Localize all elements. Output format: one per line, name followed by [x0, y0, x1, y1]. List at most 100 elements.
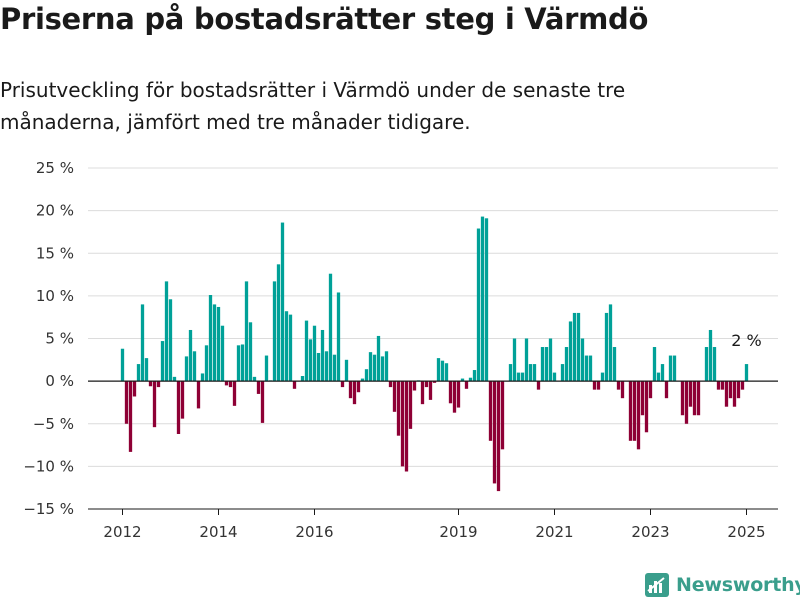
bar [260, 381, 265, 423]
bar [712, 347, 717, 382]
bar [648, 381, 653, 399]
bar [388, 381, 393, 388]
bar [608, 304, 613, 382]
bar [412, 381, 417, 391]
y-tick-label: 15 % [36, 244, 74, 262]
bar [256, 381, 261, 394]
y-tick-label: 10 % [36, 287, 74, 305]
bar [656, 372, 661, 382]
bar [420, 381, 425, 405]
bar [384, 351, 389, 382]
bar [364, 369, 369, 382]
bar [732, 381, 737, 407]
bar [140, 304, 145, 382]
bar [636, 381, 641, 450]
bar [152, 381, 157, 428]
bar [240, 344, 245, 382]
x-tick-label: 2025 [727, 523, 765, 541]
bar [216, 306, 221, 382]
bar [704, 347, 709, 382]
bar [480, 216, 485, 382]
bar [588, 355, 593, 382]
bar [736, 381, 741, 399]
bar [304, 320, 309, 382]
bar [508, 364, 513, 382]
bar [328, 273, 333, 382]
y-tick-label: −15 % [23, 500, 74, 518]
bar [200, 373, 205, 382]
bar [404, 381, 409, 472]
bar [188, 329, 193, 382]
bar [664, 381, 669, 399]
bar [424, 381, 429, 388]
x-tick-label: 2021 [535, 523, 573, 541]
bar [252, 376, 257, 382]
bar [688, 381, 693, 407]
bar [244, 281, 249, 382]
bar [236, 345, 241, 382]
bar [572, 312, 577, 382]
bar [716, 381, 721, 390]
bar [196, 381, 201, 409]
bar [336, 292, 341, 382]
bar [552, 372, 557, 382]
y-tick-label: 5 % [45, 330, 74, 348]
bar [220, 325, 225, 382]
bar [684, 381, 689, 424]
bar [564, 347, 569, 382]
bar [708, 329, 713, 382]
bar [428, 381, 433, 400]
bar [548, 338, 553, 382]
bar [372, 354, 377, 382]
x-tick-label: 2012 [103, 523, 141, 541]
bar [352, 381, 357, 405]
bar [532, 364, 537, 382]
bar [148, 381, 153, 387]
annotation-label: 2 % [731, 331, 761, 350]
bar [500, 381, 505, 450]
bar [288, 314, 293, 382]
bar [180, 381, 185, 419]
bar [132, 381, 137, 397]
bar [436, 358, 441, 382]
bar [380, 356, 385, 382]
chart-title: Priserna på bostadsrätter steg i Värmdö [0, 2, 649, 36]
bar [316, 352, 321, 382]
bar [208, 295, 213, 382]
bar [604, 312, 609, 382]
bar [356, 381, 361, 393]
bar [160, 341, 165, 382]
bar [536, 381, 541, 390]
bar [292, 381, 297, 389]
bar [444, 363, 449, 382]
bar [168, 299, 173, 382]
bar [528, 364, 533, 382]
bar [640, 381, 645, 416]
bar [124, 381, 129, 424]
bar [432, 381, 437, 383]
bar [652, 347, 657, 382]
x-tick-label: 2016 [295, 523, 333, 541]
bar [692, 381, 697, 416]
bar-chart: 25 % 20 % 15 % 10 % 5 % 0 % −5 % −10 % −15 % 2012… [23, 159, 778, 541]
bar [144, 358, 149, 382]
bar [660, 364, 665, 382]
bar [376, 335, 381, 382]
bars [120, 216, 749, 492]
bar [392, 381, 397, 412]
bar [616, 381, 621, 390]
bar [456, 381, 461, 408]
bar [312, 325, 317, 382]
bar [280, 222, 285, 382]
x-tick-label: 2023 [631, 523, 669, 541]
bar [468, 377, 473, 382]
bar [644, 381, 649, 433]
y-tick-label: 0 % [45, 372, 74, 390]
y-tick-label: −10 % [23, 457, 74, 475]
bar [320, 329, 325, 382]
bar [408, 381, 413, 429]
bar [576, 312, 581, 382]
bar [560, 364, 565, 382]
bar [744, 364, 749, 382]
bar [264, 355, 269, 382]
